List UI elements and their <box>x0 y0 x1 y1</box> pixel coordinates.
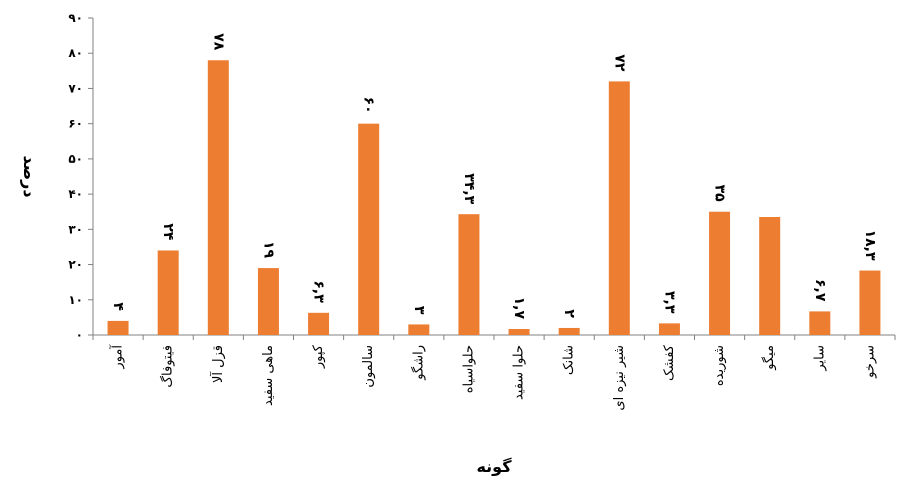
data-label: ۱,۷ <box>511 297 527 320</box>
data-label: ۱۹ <box>260 241 276 259</box>
y-tick-label: ۰ <box>76 328 83 342</box>
category-label: راشگو <box>410 345 426 381</box>
category-label: شوریده <box>712 345 727 386</box>
x-axis <box>92 334 896 340</box>
category-label: حلوا سفید <box>512 345 527 400</box>
y-tick-label: ۹۰ <box>68 11 83 25</box>
category-label: کفشک <box>662 344 677 381</box>
y-tick-label: ۸۰ <box>68 46 83 60</box>
y-tick-label: ۷۰ <box>68 81 83 95</box>
y-axis-title: درصد <box>20 155 39 197</box>
bar <box>308 312 330 335</box>
data-label: ۳ <box>411 306 427 315</box>
bar <box>207 60 229 336</box>
category-label: ماهی سفید <box>261 345 276 406</box>
category-label: سایر <box>812 345 827 372</box>
category-label: قزل آلا <box>209 345 226 383</box>
data-label: ۷۲ <box>611 54 627 72</box>
category-label: کپور <box>311 344 326 369</box>
bar <box>809 311 831 335</box>
bar <box>759 217 781 335</box>
category-label: حلواسیاه <box>461 345 476 393</box>
y-tick-label: ۳۰ <box>68 222 83 236</box>
y-tick-label: ۴۰ <box>68 187 83 201</box>
data-label: ۳۴,۳ <box>461 173 477 204</box>
bar <box>558 327 580 335</box>
data-label: ۳,۳ <box>661 291 677 314</box>
category-label: شانک <box>562 345 577 375</box>
x-axis-title: گونه <box>476 457 512 476</box>
category-label: میگو <box>761 345 777 371</box>
data-label: ۷۸ <box>210 33 226 51</box>
data-label: ۶۰ <box>361 97 377 114</box>
y-tick-label: ۱۰ <box>68 293 83 307</box>
bar <box>157 250 179 335</box>
bar <box>408 324 430 335</box>
data-label: ۱۸,۳ <box>862 230 878 261</box>
data-label: ۶,۳ <box>311 280 327 303</box>
data-label: ۳۵ <box>712 185 728 203</box>
bar <box>508 329 530 335</box>
bar <box>658 323 680 335</box>
bar <box>608 81 630 336</box>
y-tick-label: ۵۰ <box>68 152 83 166</box>
bars <box>107 60 881 336</box>
bar <box>358 123 380 336</box>
category-label: فیتوفاگ <box>159 345 176 388</box>
data-label: ۴ <box>110 302 126 311</box>
bar <box>257 268 279 335</box>
y-tick-label: ۶۰ <box>68 117 83 131</box>
y-tick-label: ۲۰ <box>68 258 83 272</box>
bar <box>709 211 731 335</box>
y-axis: ۰ ۱۰ ۲۰ ۳۰ ۴۰ ۵۰ ۶۰ ۷۰ ۸۰ ۹۰ <box>68 11 94 342</box>
data-labels: ۴ ۲۴ ۷۸ ۱۹ ۶,۳ ۶۰ ۳ ۳۴,۳ ۱,۷ ۲ ۷۲ ۳,۳ ۳۵ ۶,۷ ۱۸,۳ <box>110 33 878 319</box>
category-labels: آمور فیتوفاگ قزل آلا ماهی سفید کپور سالمون راش… <box>109 344 878 411</box>
category-label: آمور <box>109 344 126 370</box>
bar <box>859 270 881 335</box>
data-label: ۲ <box>561 309 577 318</box>
data-label: ۲۴ <box>160 223 176 241</box>
data-label: ۶,۷ <box>812 279 828 302</box>
category-label: سالمون <box>361 345 376 388</box>
category-label: سرخو <box>862 345 877 379</box>
category-label: شیر نیزه ای <box>612 345 627 411</box>
bar <box>107 320 129 335</box>
bar <box>458 214 480 335</box>
